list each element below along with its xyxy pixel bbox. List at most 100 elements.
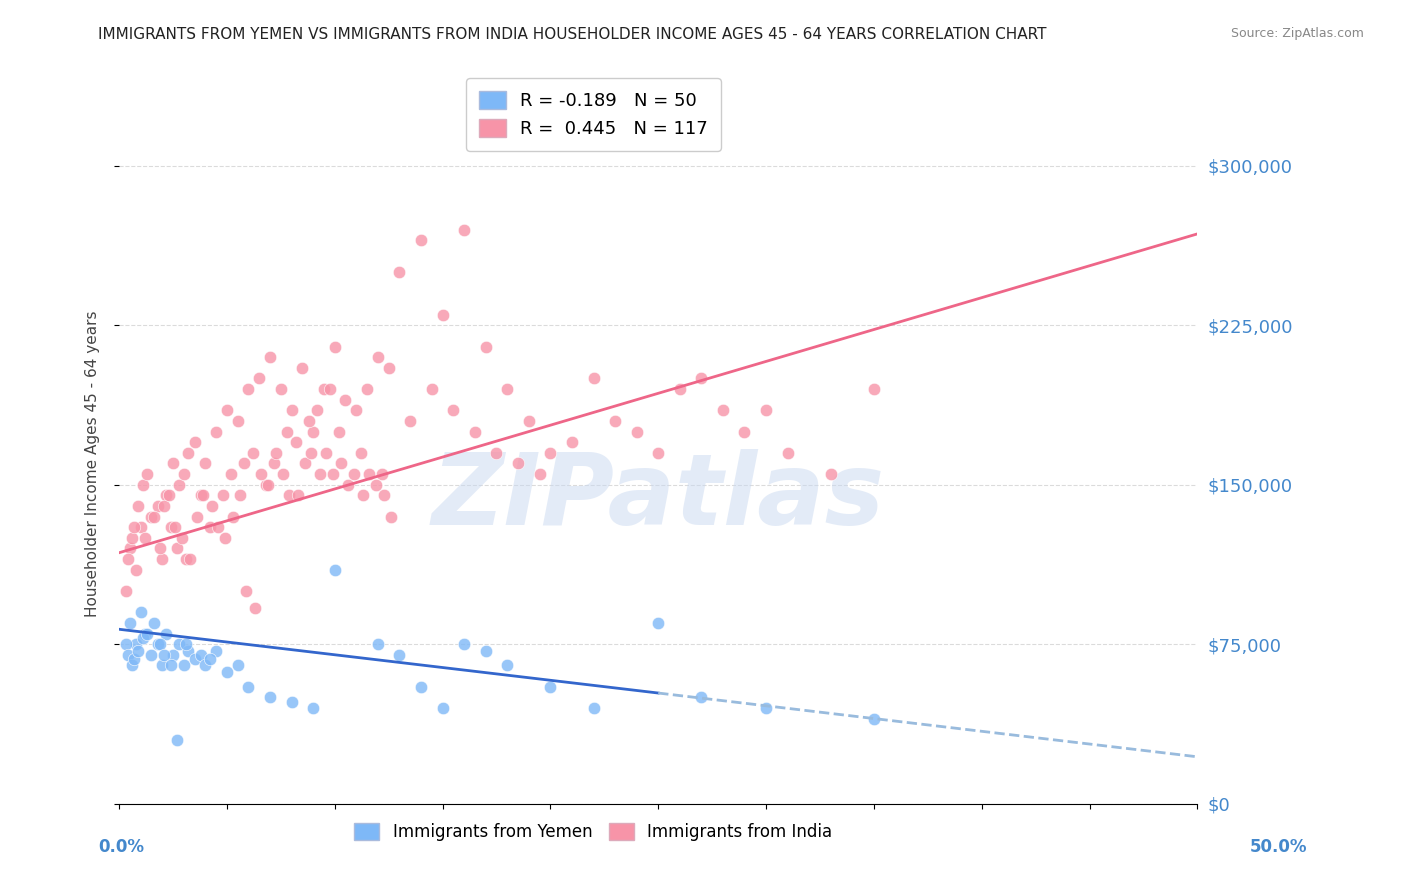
Point — [142, 615, 165, 630]
Point — [336, 477, 359, 491]
Point — [198, 652, 221, 666]
Point — [271, 467, 294, 481]
Point — [322, 467, 344, 481]
Point — [312, 382, 335, 396]
Point — [155, 488, 177, 502]
Point — [155, 626, 177, 640]
Point — [177, 643, 200, 657]
Point — [191, 488, 214, 502]
Point — [132, 477, 155, 491]
Point — [485, 446, 508, 460]
Point — [142, 509, 165, 524]
Point — [432, 308, 454, 322]
Point — [307, 403, 329, 417]
Point — [302, 701, 325, 715]
Point — [153, 648, 176, 662]
Point — [159, 520, 181, 534]
Point — [136, 626, 159, 640]
Point — [190, 488, 212, 502]
Point — [432, 701, 454, 715]
Point — [132, 631, 155, 645]
Point — [183, 435, 205, 450]
Point — [149, 541, 172, 556]
Point — [122, 520, 145, 534]
Point — [538, 680, 561, 694]
Point — [330, 457, 353, 471]
Point — [177, 446, 200, 460]
Point — [205, 425, 228, 439]
Point — [441, 403, 464, 417]
Point — [561, 435, 583, 450]
Point — [359, 467, 381, 481]
Text: ZIPatlas: ZIPatlas — [432, 449, 884, 546]
Point — [711, 403, 734, 417]
Point — [453, 222, 475, 236]
Point — [174, 637, 197, 651]
Point — [159, 658, 181, 673]
Point — [496, 382, 519, 396]
Point — [141, 648, 163, 662]
Point — [157, 488, 180, 502]
Point — [250, 467, 273, 481]
Point — [194, 457, 217, 471]
Point — [380, 509, 402, 524]
Point — [298, 414, 321, 428]
Point — [129, 605, 152, 619]
Text: IMMIGRANTS FROM YEMEN VS IMMIGRANTS FROM INDIA HOUSEHOLDER INCOME AGES 45 - 64 Y: IMMIGRANTS FROM YEMEN VS IMMIGRANTS FROM… — [98, 27, 1047, 42]
Point — [254, 477, 277, 491]
Point — [280, 694, 302, 708]
Point — [863, 382, 886, 396]
Point — [257, 477, 280, 491]
Point — [201, 499, 224, 513]
Point — [219, 467, 242, 481]
Point — [146, 637, 169, 651]
Point — [733, 425, 755, 439]
Point — [162, 648, 184, 662]
Point — [280, 403, 302, 417]
Point — [114, 637, 136, 651]
Point — [420, 382, 443, 396]
Point — [238, 680, 260, 694]
Point — [690, 371, 713, 385]
Text: 0.0%: 0.0% — [98, 838, 145, 856]
Point — [122, 652, 145, 666]
Point — [146, 499, 169, 513]
Point — [127, 499, 149, 513]
Point — [278, 488, 301, 502]
Point — [323, 340, 346, 354]
Point — [453, 637, 475, 651]
Point — [170, 531, 193, 545]
Point — [114, 584, 136, 599]
Point — [399, 414, 422, 428]
Point — [409, 680, 432, 694]
Legend: R = -0.189   N = 50, R =  0.445   N = 117: R = -0.189 N = 50, R = 0.445 N = 117 — [467, 78, 721, 151]
Point — [153, 499, 176, 513]
Point — [582, 371, 605, 385]
Point — [335, 392, 357, 407]
Point — [647, 446, 669, 460]
Point — [302, 425, 325, 439]
Point — [344, 403, 367, 417]
Point — [474, 643, 496, 657]
Point — [222, 509, 245, 524]
Point — [776, 446, 799, 460]
Point — [266, 446, 288, 460]
Point — [166, 732, 188, 747]
Point — [174, 552, 197, 566]
Point — [263, 457, 285, 471]
Point — [238, 382, 260, 396]
Point — [125, 563, 148, 577]
Point — [169, 477, 191, 491]
Point — [356, 382, 378, 396]
Point — [299, 446, 322, 460]
Point — [141, 509, 163, 524]
Y-axis label: Householder Income Ages 45 - 64 years: Householder Income Ages 45 - 64 years — [86, 310, 100, 616]
Point — [343, 467, 366, 481]
Point — [364, 477, 387, 491]
Point — [538, 446, 561, 460]
Point — [165, 520, 187, 534]
Point — [388, 265, 411, 279]
Point — [270, 382, 292, 396]
Point — [367, 637, 389, 651]
Point — [377, 360, 399, 375]
